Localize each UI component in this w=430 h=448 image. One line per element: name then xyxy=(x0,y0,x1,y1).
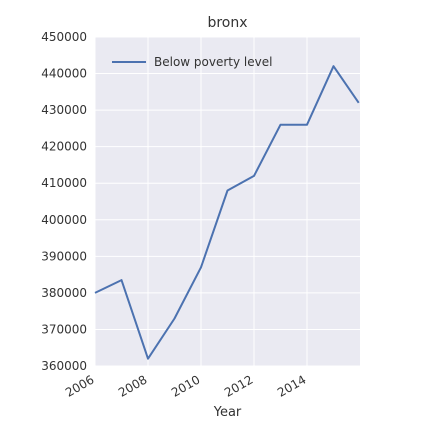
y-tick-label: 440000 xyxy=(41,67,87,81)
x-tick-label: 2008 xyxy=(116,372,149,399)
x-tick-label: 2010 xyxy=(169,372,202,399)
y-tick-label: 410000 xyxy=(41,176,87,190)
x-tick-label: 2014 xyxy=(275,372,308,399)
x-tick-label: 2006 xyxy=(63,372,96,399)
y-tick-label: 400000 xyxy=(41,213,87,227)
grid-lines xyxy=(94,36,360,367)
y-tick-label: 420000 xyxy=(41,140,87,154)
y-tick-label: 370000 xyxy=(41,322,87,336)
x-tick-label: 2012 xyxy=(222,372,255,399)
legend-label: Below poverty level xyxy=(154,55,272,69)
y-tick-label: 450000 xyxy=(41,30,87,44)
series-group xyxy=(94,65,360,360)
x-axis-ticks: 2006 2008 2010 2012 2014 xyxy=(63,372,308,399)
y-tick-label: 430000 xyxy=(41,103,87,117)
y-tick-label: 390000 xyxy=(41,249,87,263)
x-axis-label: Year xyxy=(213,405,242,420)
legend: Below poverty level xyxy=(112,55,272,69)
y-axis-ticks: 360000 370000 380000 390000 400000 410000 4200… xyxy=(41,30,87,373)
y-tick-label: 380000 xyxy=(41,286,87,300)
plot-background xyxy=(95,37,360,366)
y-tick-label: 360000 xyxy=(41,359,87,373)
chart-title: bronx xyxy=(207,15,247,31)
series-line xyxy=(94,65,360,360)
